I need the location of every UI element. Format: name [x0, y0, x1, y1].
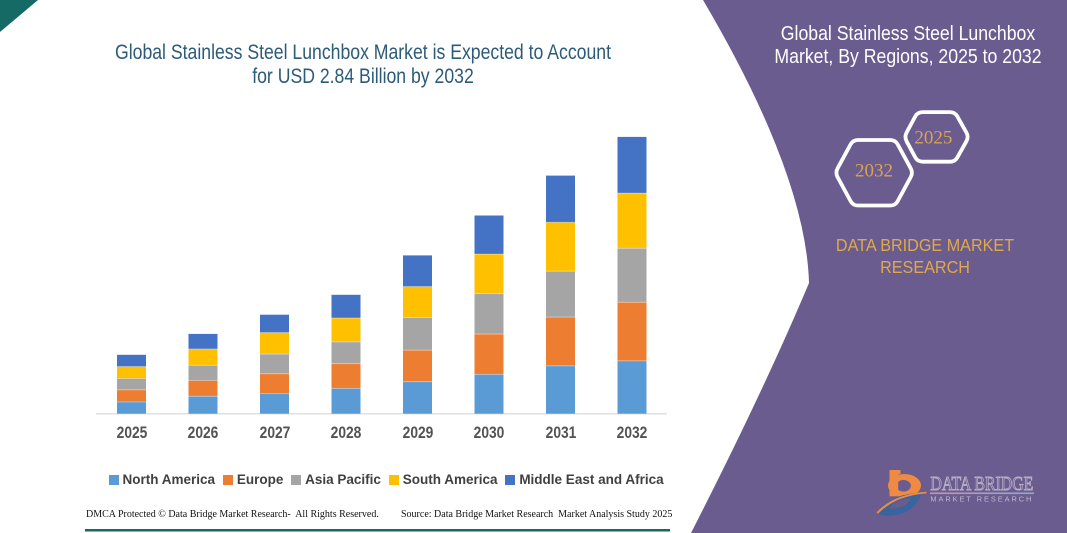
- svg-text:MARKET RESEARCH: MARKET RESEARCH: [930, 495, 1031, 504]
- svg-text:2032: 2032: [855, 161, 893, 182]
- svg-text:2025: 2025: [914, 127, 952, 148]
- svg-text:DATA BRIDGE: DATA BRIDGE: [930, 473, 1033, 495]
